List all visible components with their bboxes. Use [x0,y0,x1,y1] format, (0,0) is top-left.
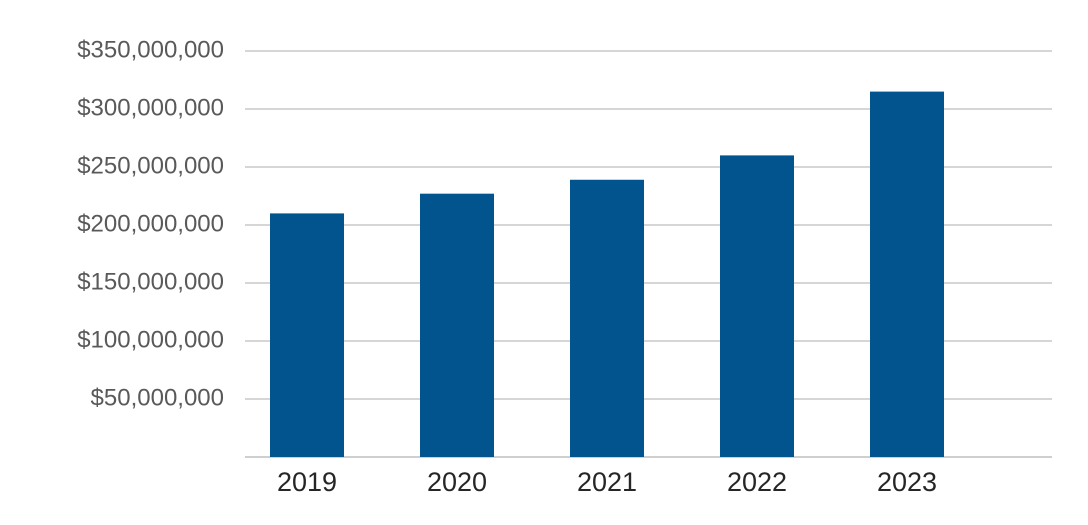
y-tick-label: $150,000,000 [77,268,224,295]
bar [420,193,494,457]
x-tick-label: 2022 [727,467,787,497]
x-tick-label: 2019 [277,467,337,497]
y-tick-label: $300,000,000 [77,94,224,121]
bar [870,91,944,457]
y-tick-label: $350,000,000 [77,36,224,63]
y-tick-label: $200,000,000 [77,210,224,237]
x-tick-label: 2020 [427,467,487,497]
bar [270,213,344,457]
y-tick-label: $250,000,000 [77,152,224,179]
y-tick-label: $50,000,000 [91,384,224,411]
bar [570,179,644,457]
x-tick-label: 2023 [877,467,937,497]
y-tick-label: $100,000,000 [77,326,224,353]
x-tick-label: 2021 [577,467,637,497]
bar [720,155,794,457]
